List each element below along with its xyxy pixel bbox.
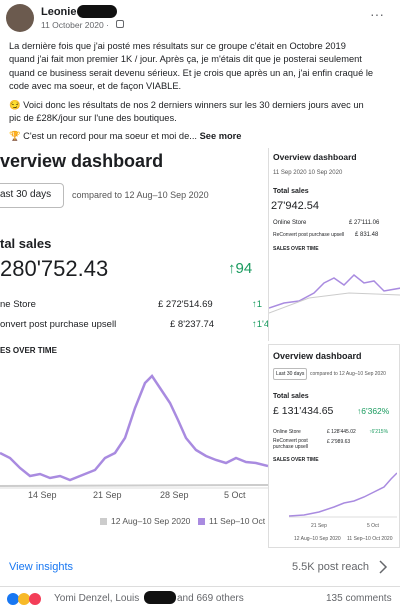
row-change: ↑1'4 — [252, 319, 268, 330]
row-value: £ 128'445.02 — [327, 429, 356, 435]
row-name: ReConvert post purchase upsell — [273, 438, 309, 450]
row-value: £ 272'514.69 — [158, 299, 213, 310]
legend-swatch — [198, 518, 205, 525]
row-name: Online Store — [273, 220, 307, 226]
top-right-dashboard: Overview dashboard 11 Sep 2020 10 Sep 20… — [268, 148, 400, 341]
legend: 11 Sep–10 Oct 2020 — [347, 536, 393, 542]
others[interactable]: and 669 others — [177, 593, 244, 604]
total-change: ↑94 — [228, 260, 253, 277]
total: £ 131'434.65 — [273, 405, 334, 417]
view-insights[interactable]: View insights — [9, 561, 73, 573]
avatar[interactable] — [6, 4, 34, 32]
legend: 12 Aug–10 Sep 2020 — [294, 536, 341, 542]
compare-line — [269, 292, 400, 314]
total-change: ↑6'362% — [357, 406, 390, 416]
chart — [269, 273, 400, 314]
total-label: tal sales — [0, 236, 52, 251]
chart-title: ES OVER TIME — [0, 346, 57, 355]
row-name: onvert post purchase upsell — [0, 319, 117, 330]
divider — [0, 586, 400, 587]
total-label: Total sales — [273, 393, 309, 400]
post-line: code avec ma soeur, et de façon VIABLE. — [9, 81, 182, 92]
post-line: pic de £28K/jour sur l'une des boutiques… — [9, 113, 177, 123]
post-reach[interactable]: 5.5K post reach — [292, 561, 370, 573]
x-label: 28 Sep — [160, 490, 189, 500]
title: verview dashboard — [0, 151, 164, 171]
chart — [289, 472, 397, 518]
post-line-wrap: 🏆 C'est un record pour ma soeur et moi d… — [9, 130, 241, 143]
reactions[interactable] — [6, 592, 46, 606]
sales-line — [0, 374, 268, 482]
chart-title: SALES OVER TIME — [273, 246, 319, 252]
x-label: 14 Sep — [28, 490, 57, 500]
row-change: ↑1 — [252, 299, 263, 310]
post-date[interactable]: 11 October 2020 · — [41, 20, 109, 30]
row-name: ReConvert post purchase upsell — [273, 232, 345, 238]
redaction — [77, 5, 117, 18]
x-label: 5 Oct — [224, 490, 246, 500]
range: ast 30 days — [0, 189, 52, 200]
compared: compared to 12 Aug–10 Sep 2020 — [310, 371, 386, 377]
range-button — [0, 183, 64, 208]
comments[interactable]: 135 comments — [326, 593, 392, 604]
row-change: ↑6'215% — [369, 429, 389, 435]
reactors[interactable]: Yomi Denzel, Louis — [54, 593, 140, 604]
compared: compared to 12 Aug–10 Sep 2020 — [72, 190, 209, 200]
sales-line — [269, 273, 400, 309]
title: Overview dashboard — [273, 152, 357, 162]
legend: 12 Aug–10 Sep 2020 — [111, 516, 191, 526]
bottom-right-dashboard: Overview dashboard Last 30 days compared… — [268, 344, 400, 548]
x-label: 5 Oct — [367, 523, 379, 529]
post-line: 🏆 C'est un record pour ma soeur et moi d… — [9, 131, 198, 142]
x-label: 21 Sep — [311, 523, 327, 529]
legend: 11 Sep–10 Oct — [209, 516, 266, 526]
main-dashboard: verview dashboard ast 30 days compared t… — [0, 148, 268, 548]
chevron[interactable] — [378, 560, 388, 574]
range-button — [273, 368, 307, 380]
redaction — [144, 591, 176, 604]
row-value: £ 831.48 — [355, 232, 379, 238]
chart-title: SALES OVER TIME — [273, 457, 319, 463]
row-name: Online Store — [273, 429, 301, 435]
post-line: La dernière fois que j'ai posté mes résu… — [9, 41, 346, 51]
row-value: £ 27'111.06 — [349, 220, 380, 226]
row-value: £ 2'989.63 — [327, 439, 351, 445]
author[interactable]: Leonie — [41, 6, 77, 18]
title: Overview dashboard — [273, 351, 362, 361]
see-more[interactable]: See more — [199, 131, 242, 142]
total-label: Total sales — [273, 188, 309, 195]
post-line: quand j'ai fait mon premier 1K / jour. A… — [9, 54, 362, 65]
more-button[interactable]: ··· — [370, 6, 384, 22]
sales-chart — [0, 374, 268, 489]
dates: 11 Sep 2020 10 Sep 2020 — [273, 170, 343, 176]
total: 280'752.43 — [0, 256, 109, 281]
legend-swatch — [100, 518, 107, 525]
post-line: quand ce business serait devenu sérieux.… — [9, 67, 374, 78]
row-name: ne Store — [0, 299, 36, 310]
privacy-icon — [116, 20, 124, 28]
total: 27'942.54 — [271, 200, 319, 212]
x-label: 21 Sep — [93, 490, 122, 500]
compare-line — [0, 484, 268, 487]
sales-line — [289, 472, 397, 517]
row-value: £ 8'237.74 — [170, 319, 215, 330]
post-line: 😏 Voici donc les résultats de nos 2 dern… — [9, 99, 364, 110]
range: Last 30 days — [276, 371, 305, 377]
